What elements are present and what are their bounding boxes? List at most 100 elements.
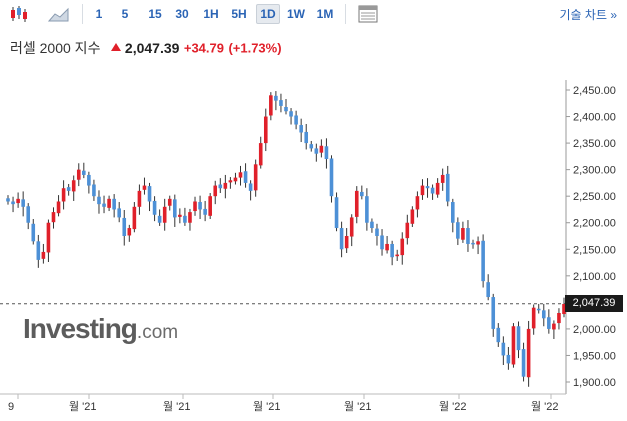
candle-body — [284, 106, 288, 112]
x-tick-label: 월 '21 — [163, 400, 191, 413]
candle-body — [248, 183, 253, 191]
candle-body — [481, 240, 485, 282]
y-tick-label: 2,300.00 — [573, 165, 616, 177]
candle-body — [279, 100, 283, 106]
candle-body — [339, 228, 344, 250]
candle-body — [471, 242, 475, 245]
candle-body — [61, 188, 66, 202]
candle-body — [142, 185, 147, 190]
candle-body — [66, 187, 71, 191]
candle-body — [435, 182, 440, 195]
candle-body — [102, 203, 106, 207]
table-view-icon[interactable] — [357, 4, 379, 24]
candle-body — [152, 200, 157, 215]
price-change: +34.79 — [183, 40, 224, 56]
candle-body — [425, 186, 430, 189]
candle-body — [173, 199, 177, 218]
candle-body — [97, 196, 101, 205]
candle-body — [243, 171, 248, 183]
candle-body — [390, 243, 394, 258]
candle-body — [491, 297, 496, 329]
x-tick-label: 월 '21 — [253, 400, 281, 413]
candle-body — [218, 184, 223, 189]
last-price-flag: 2,047.39 — [565, 295, 623, 312]
candle-body — [541, 310, 546, 319]
candle-body — [162, 206, 167, 223]
price-chart[interactable]: 2,450.00 2,400.00 2,350.00 2,300.00 2,250.00… — [0, 80, 627, 421]
candle-body — [167, 198, 172, 206]
quote-header: 러셀 2000 지수 2,047.39 +34.79 (+1.73%) — [10, 38, 282, 58]
candle-body — [82, 170, 86, 175]
period-1D[interactable]: 1D — [256, 4, 280, 24]
candlestick-chart-icon[interactable] — [8, 4, 30, 24]
candle-body — [501, 342, 506, 356]
candle-body — [319, 145, 324, 153]
candle-body — [208, 196, 212, 216]
candle-body — [476, 241, 480, 245]
period-1H[interactable]: 1H — [203, 7, 219, 21]
candle-body — [137, 190, 142, 207]
candle-body — [531, 307, 536, 329]
candle-body — [511, 326, 516, 365]
candle-body — [405, 222, 410, 239]
y-tick-label: 1,950.00 — [573, 350, 616, 362]
candle-body — [294, 115, 298, 125]
period-5[interactable]: 5 — [121, 7, 129, 21]
y-tick-label: 2,150.00 — [573, 244, 616, 256]
y-tick-label: 2,400.00 — [573, 112, 616, 124]
candle-body — [562, 303, 566, 315]
candle-body — [349, 217, 354, 237]
candle-body — [547, 317, 551, 329]
candle-body — [445, 173, 450, 202]
toolbar-divider — [345, 4, 346, 24]
candle-body — [157, 215, 162, 223]
candle-body — [451, 202, 455, 223]
period-5H[interactable]: 5H — [231, 7, 247, 21]
period-15[interactable]: 15 — [148, 7, 162, 21]
candle-body — [506, 354, 511, 364]
last-price: 2,047.39 — [124, 40, 180, 56]
candle-body — [365, 196, 369, 223]
period-1W[interactable]: 1W — [287, 7, 305, 21]
candle-body — [56, 201, 61, 214]
candle-body — [87, 174, 91, 186]
candle-body — [193, 201, 197, 212]
candle-body — [400, 238, 405, 256]
logo-suffix: .com — [136, 322, 179, 343]
candle-body — [309, 144, 314, 149]
x-tick-label: 9 — [8, 401, 14, 413]
investing-logo: Investing.com — [23, 313, 178, 345]
period-1[interactable]: 1 — [95, 7, 103, 21]
area-chart-icon[interactable] — [48, 4, 70, 24]
x-tick-label: 월 '22 — [439, 400, 467, 413]
toolbar-divider — [82, 4, 83, 24]
candle-body — [526, 328, 531, 378]
candle-body — [461, 228, 465, 240]
period-1M[interactable]: 1M — [316, 7, 334, 21]
y-tick-label: 2,200.00 — [573, 218, 616, 230]
period-30[interactable]: 30 — [175, 7, 189, 21]
candle-body — [360, 191, 364, 197]
candle-body — [122, 217, 127, 236]
candle-body — [117, 208, 121, 218]
candle-body — [385, 243, 389, 251]
candle-body — [213, 185, 218, 197]
technical-chart-link[interactable]: 기술 차트 » — [559, 8, 617, 22]
candle-body — [466, 228, 470, 244]
y-tick-label: 2,450.00 — [573, 85, 616, 97]
x-tick-label: 월 '21 — [69, 400, 97, 413]
up-arrow-icon — [110, 43, 121, 51]
candle-body — [46, 222, 51, 253]
candle-body — [274, 95, 278, 101]
candle-body — [228, 180, 233, 183]
candle-body — [552, 323, 556, 330]
candle-body — [557, 312, 561, 324]
candle-body — [112, 198, 116, 210]
candle-body — [71, 180, 76, 192]
y-tick-label: 2,100.00 — [573, 271, 616, 283]
candle-body — [420, 185, 425, 196]
x-tick-label: 월 '22 — [531, 400, 559, 413]
candle-body — [6, 198, 10, 202]
candle-body — [440, 174, 445, 183]
candle-body — [92, 184, 96, 197]
